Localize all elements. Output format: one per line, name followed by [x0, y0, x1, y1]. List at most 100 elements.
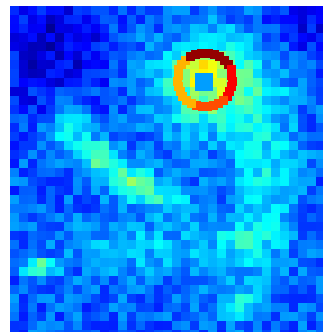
heatmap-cell [208, 141, 218, 151]
heatmap-cell [253, 60, 263, 70]
heatmap-cell [208, 6, 218, 16]
heatmap-cell [46, 321, 56, 331]
heatmap-cell [181, 78, 191, 88]
heatmap-cell [217, 330, 227, 332]
heatmap-cell [10, 60, 20, 70]
heatmap-cell [244, 168, 254, 178]
heatmap-cell [199, 6, 209, 16]
heatmap-cell [100, 294, 110, 304]
heatmap-cell [163, 60, 173, 70]
heatmap-cell [37, 96, 47, 106]
heatmap-cell [91, 195, 101, 205]
heatmap-cell [226, 150, 236, 160]
heatmap-cell [100, 69, 110, 79]
heatmap-cell [217, 321, 227, 331]
heatmap-cell [154, 69, 164, 79]
heatmap-cell [235, 213, 245, 223]
heatmap-cell [208, 213, 218, 223]
heatmap-cell [307, 51, 317, 61]
heatmap-cell [73, 186, 83, 196]
heatmap-cell [298, 69, 308, 79]
heatmap-cell [235, 60, 245, 70]
heatmap-cell [208, 150, 218, 160]
heatmap-cell [280, 159, 290, 169]
heatmap-cell [136, 204, 146, 214]
heatmap-cell [199, 186, 209, 196]
heatmap-cell [190, 78, 200, 88]
heatmap-cell [208, 204, 218, 214]
heatmap-cell [307, 195, 317, 205]
heatmap-cell [280, 168, 290, 178]
heatmap-cell [163, 285, 173, 295]
heatmap-cell [64, 222, 74, 232]
heatmap-cell [307, 105, 317, 115]
heatmap-cell [19, 141, 29, 151]
heatmap-cell [271, 114, 281, 124]
heatmap-cell [19, 51, 29, 61]
heatmap-cell [82, 132, 92, 142]
eyewall-cell [227, 82, 236, 91]
heatmap-cell [235, 78, 245, 88]
heatmap-cell [91, 78, 101, 88]
heatmap-cell [82, 150, 92, 160]
heatmap-cell [55, 60, 65, 70]
heatmap-cell [82, 231, 92, 241]
heatmap-cell [163, 24, 173, 34]
heatmap-cell [235, 141, 245, 151]
heatmap-cell [280, 60, 290, 70]
heatmap-cell [136, 114, 146, 124]
heatmap-cell [37, 276, 47, 286]
heatmap-cell [10, 69, 20, 79]
heatmap-cell [91, 33, 101, 43]
heatmap-cell [109, 267, 119, 277]
heatmap-cell [145, 159, 155, 169]
heatmap-cell [10, 249, 20, 259]
heatmap-cell [37, 312, 47, 322]
heatmap-cell [100, 33, 110, 43]
heatmap-cell [73, 33, 83, 43]
heatmap-cell [28, 195, 38, 205]
heatmap-cell [55, 249, 65, 259]
heatmap-cell [136, 42, 146, 52]
heatmap-cell [271, 330, 281, 332]
heatmap-cell [154, 78, 164, 88]
heatmap-cell [127, 294, 137, 304]
heatmap-cell [289, 33, 299, 43]
eyewall-cell [215, 52, 224, 61]
heatmap-cell [136, 123, 146, 133]
heatmap-cell [19, 168, 29, 178]
heatmap-cell [154, 51, 164, 61]
heatmap-cell [307, 321, 317, 331]
heatmap-cell [190, 177, 200, 187]
heatmap-cell [217, 141, 227, 151]
heatmap-cell [46, 87, 56, 97]
heatmap-cell [307, 249, 317, 259]
heatmap-cell [226, 186, 236, 196]
heatmap-cell [262, 240, 272, 250]
heatmap-cell [298, 150, 308, 160]
heatmap-cell [136, 24, 146, 34]
heatmap-cell [73, 213, 83, 223]
heatmap-cell [109, 114, 119, 124]
heatmap-cell [262, 303, 272, 313]
eyewall-cell [178, 92, 187, 101]
heatmap-cell [154, 6, 164, 16]
heatmap-cell [163, 258, 173, 268]
heatmap-cell [316, 69, 323, 79]
heatmap-cell [217, 159, 227, 169]
heatmap-cell [289, 168, 299, 178]
heatmap-cell [217, 204, 227, 214]
heatmap-cell [217, 150, 227, 160]
heatmap-cell [226, 114, 236, 124]
heatmap-cell [55, 222, 65, 232]
heatmap-cell [73, 294, 83, 304]
heatmap-cell [253, 42, 263, 52]
heatmap-cell [289, 96, 299, 106]
heatmap-cell [118, 195, 128, 205]
heatmap-cell [73, 195, 83, 205]
heatmap-cell [127, 132, 137, 142]
heatmap-cell [262, 141, 272, 151]
heatmap-cell [91, 159, 101, 169]
heatmap-cell [55, 6, 65, 16]
heatmap-cell [73, 240, 83, 250]
